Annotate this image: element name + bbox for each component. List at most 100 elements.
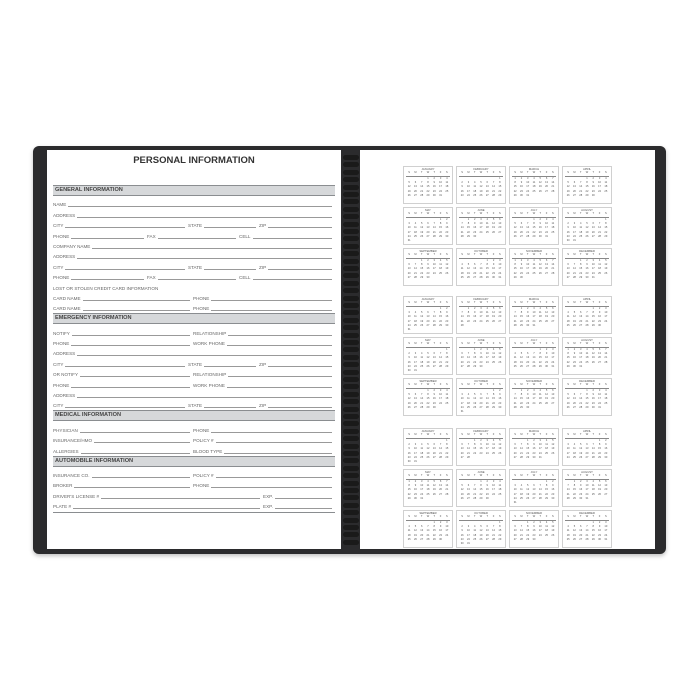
- form-field[interactable]: POLICY #: [193, 469, 335, 479]
- write-in-line[interactable]: [274, 508, 332, 510]
- form-field[interactable]: EXP.: [263, 489, 335, 499]
- write-in-line[interactable]: [228, 376, 332, 378]
- form-field[interactable]: PHONE: [193, 423, 335, 433]
- write-in-line[interactable]: [65, 227, 185, 229]
- form-field[interactable]: ALLERGIES: [53, 444, 193, 454]
- write-in-line[interactable]: [268, 365, 332, 367]
- write-in-line[interactable]: [77, 355, 332, 357]
- write-in-line[interactable]: [80, 452, 190, 454]
- form-field[interactable]: BROKER: [53, 479, 193, 489]
- form-field[interactable]: CITY: [53, 357, 188, 367]
- form-field[interactable]: EXP.: [263, 500, 335, 510]
- form-field[interactable]: STATE: [188, 219, 259, 229]
- write-in-line[interactable]: [215, 476, 332, 478]
- write-in-line[interactable]: [92, 247, 332, 249]
- form-field[interactable]: CARD NAME: [53, 292, 193, 302]
- form-field[interactable]: OR NOTIFY: [53, 368, 193, 378]
- write-in-line[interactable]: [80, 376, 190, 378]
- form-field[interactable]: PHONE: [193, 479, 335, 489]
- form-field[interactable]: NOTIFY: [53, 326, 193, 336]
- write-in-line[interactable]: [204, 407, 256, 409]
- form-field[interactable]: WORK PHONE: [193, 337, 335, 347]
- write-in-line[interactable]: [252, 237, 332, 239]
- write-in-line[interactable]: [252, 279, 332, 281]
- write-in-line[interactable]: [157, 279, 236, 281]
- form-field[interactable]: CELL: [239, 271, 335, 281]
- write-in-line[interactable]: [211, 431, 332, 433]
- write-in-line[interactable]: [77, 258, 332, 260]
- form-field[interactable]: CITY: [53, 399, 188, 409]
- write-in-line[interactable]: [77, 397, 332, 399]
- form-field[interactable]: ADDRESS: [53, 208, 335, 218]
- write-in-line[interactable]: [204, 365, 256, 367]
- form-field[interactable]: PHONE: [193, 302, 335, 312]
- write-in-line[interactable]: [94, 442, 190, 444]
- form-field[interactable]: RELATIONSHIP: [193, 368, 335, 378]
- form-field[interactable]: INSURANCE CO.: [53, 469, 193, 479]
- write-in-line[interactable]: [82, 310, 190, 312]
- write-in-line[interactable]: [65, 268, 185, 270]
- form-field[interactable]: FAX: [147, 271, 239, 281]
- write-in-line[interactable]: [71, 279, 144, 281]
- write-in-line[interactable]: [71, 345, 190, 347]
- write-in-line[interactable]: [215, 442, 332, 444]
- write-in-line[interactable]: [79, 431, 190, 433]
- write-in-line[interactable]: [101, 497, 260, 499]
- write-in-line[interactable]: [71, 334, 190, 336]
- form-field[interactable]: COMPANY NAME: [53, 240, 335, 250]
- write-in-line[interactable]: [224, 452, 332, 454]
- form-field[interactable]: WORK PHONE: [193, 378, 335, 388]
- form-field[interactable]: ZIP: [259, 219, 335, 229]
- write-in-line[interactable]: [204, 268, 256, 270]
- form-field[interactable]: PHYSICIAN: [53, 423, 193, 433]
- write-in-line[interactable]: [211, 487, 332, 489]
- form-field[interactable]: PHONE: [53, 271, 147, 281]
- write-in-line[interactable]: [274, 497, 332, 499]
- write-in-line[interactable]: [226, 386, 332, 388]
- write-in-line[interactable]: [68, 206, 332, 208]
- write-in-line[interactable]: [211, 299, 332, 301]
- form-field[interactable]: STATE: [188, 260, 259, 270]
- form-field[interactable]: RELATIONSHIP: [193, 326, 335, 336]
- write-in-line[interactable]: [65, 407, 185, 409]
- write-in-line[interactable]: [268, 227, 332, 229]
- write-in-line[interactable]: [82, 299, 190, 301]
- form-field[interactable]: DRIVER'S LICENSE #: [53, 489, 263, 499]
- write-in-line[interactable]: [74, 487, 190, 489]
- write-in-line[interactable]: [77, 216, 332, 218]
- form-field[interactable]: PHONE: [53, 229, 147, 239]
- form-field[interactable]: INSURANCE/HMO: [53, 434, 193, 444]
- write-in-line[interactable]: [211, 310, 332, 312]
- form-field[interactable]: PHONE: [53, 337, 193, 347]
- write-in-line[interactable]: [91, 476, 190, 478]
- form-field[interactable]: CITY: [53, 219, 188, 229]
- form-field[interactable]: ADDRESS: [53, 347, 335, 357]
- write-in-line[interactable]: [226, 345, 332, 347]
- form-field[interactable]: ZIP: [259, 399, 335, 409]
- form-field[interactable]: ADDRESS: [53, 389, 335, 399]
- form-field[interactable]: BLOOD TYPE: [193, 444, 335, 454]
- write-in-line[interactable]: [228, 334, 332, 336]
- form-field[interactable]: ZIP: [259, 260, 335, 270]
- write-in-line[interactable]: [73, 508, 260, 510]
- write-in-line[interactable]: [268, 268, 332, 270]
- write-in-line[interactable]: [71, 237, 144, 239]
- write-in-line[interactable]: [268, 407, 332, 409]
- write-in-line[interactable]: [65, 365, 185, 367]
- write-in-line[interactable]: [157, 237, 236, 239]
- form-field[interactable]: ZIP: [259, 357, 335, 367]
- form-field[interactable]: STATE: [188, 357, 259, 367]
- form-field[interactable]: PHONE: [53, 378, 193, 388]
- form-field[interactable]: CELL: [239, 229, 335, 239]
- form-field[interactable]: ADDRESS: [53, 250, 335, 260]
- form-field[interactable]: FAX: [147, 229, 239, 239]
- form-field[interactable]: CITY: [53, 260, 188, 270]
- form-field[interactable]: NAME: [53, 198, 335, 208]
- form-field[interactable]: STATE: [188, 399, 259, 409]
- form-field[interactable]: CARD NAME: [53, 302, 193, 312]
- form-field[interactable]: PHONE: [193, 292, 335, 302]
- form-field[interactable]: POLICY #: [193, 434, 335, 444]
- form-field[interactable]: PLATE #: [53, 500, 263, 510]
- write-in-line[interactable]: [204, 227, 256, 229]
- write-in-line[interactable]: [71, 386, 190, 388]
